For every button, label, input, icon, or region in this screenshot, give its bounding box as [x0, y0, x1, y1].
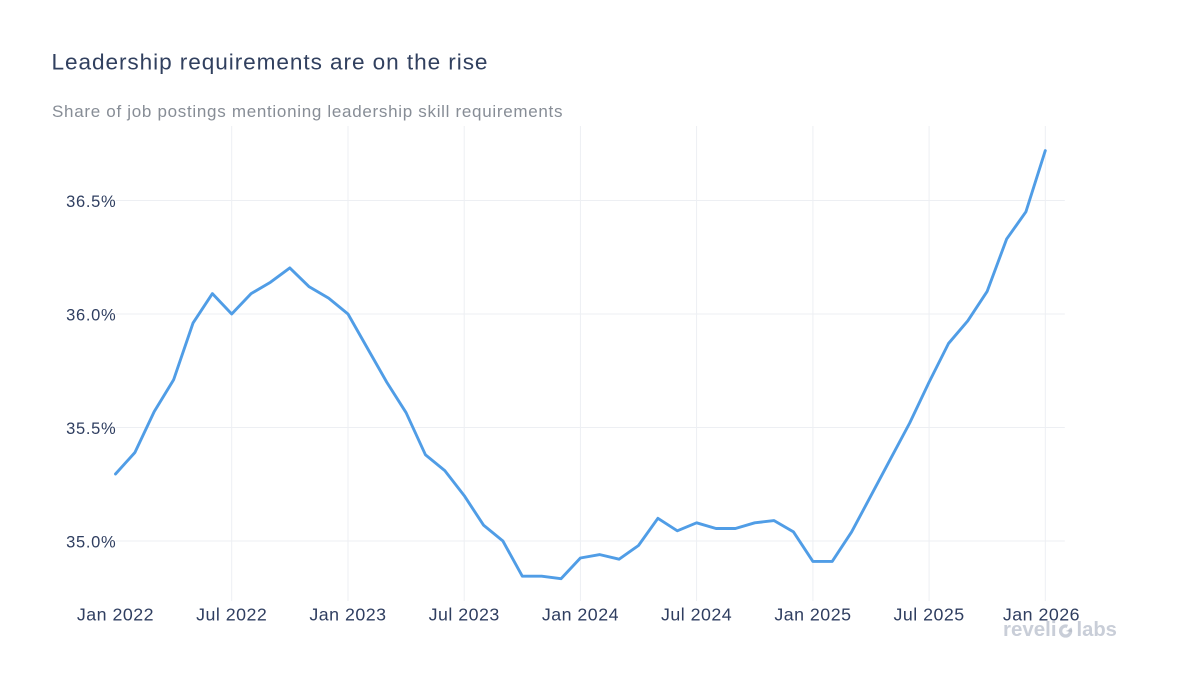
svg-text:Share of job postings mentioni: Share of job postings mentioning leaders… — [52, 102, 563, 121]
svg-text:Jul 2025: Jul 2025 — [893, 604, 964, 624]
svg-text:36.5%: 36.5% — [66, 193, 116, 211]
svg-text:Jan 2026: Jan 2026 — [1003, 604, 1080, 624]
svg-text:reveli: reveli — [1003, 618, 1057, 641]
svg-text:Jul 2022: Jul 2022 — [196, 604, 267, 624]
svg-text:35.0%: 35.0% — [66, 534, 116, 552]
svg-text:Leadership requirements are on: Leadership requirements are on the rise — [52, 49, 489, 74]
svg-text:Jul 2024: Jul 2024 — [661, 604, 732, 624]
svg-text:Jan 2022: Jan 2022 — [77, 604, 154, 624]
svg-text:Jan 2023: Jan 2023 — [309, 604, 386, 624]
svg-text:Jan 2024: Jan 2024 — [542, 604, 619, 624]
svg-text:Jan 2025: Jan 2025 — [774, 604, 851, 624]
svg-text:35.5%: 35.5% — [66, 420, 116, 438]
svg-text:36.0%: 36.0% — [66, 307, 116, 325]
svg-text:Jul 2023: Jul 2023 — [429, 604, 500, 624]
svg-text:labs: labs — [1077, 619, 1117, 641]
